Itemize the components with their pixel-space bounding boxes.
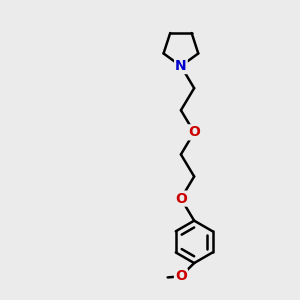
Text: O: O [188,125,200,139]
Text: O: O [175,192,187,206]
Text: O: O [175,269,187,283]
Text: N: N [175,59,187,73]
